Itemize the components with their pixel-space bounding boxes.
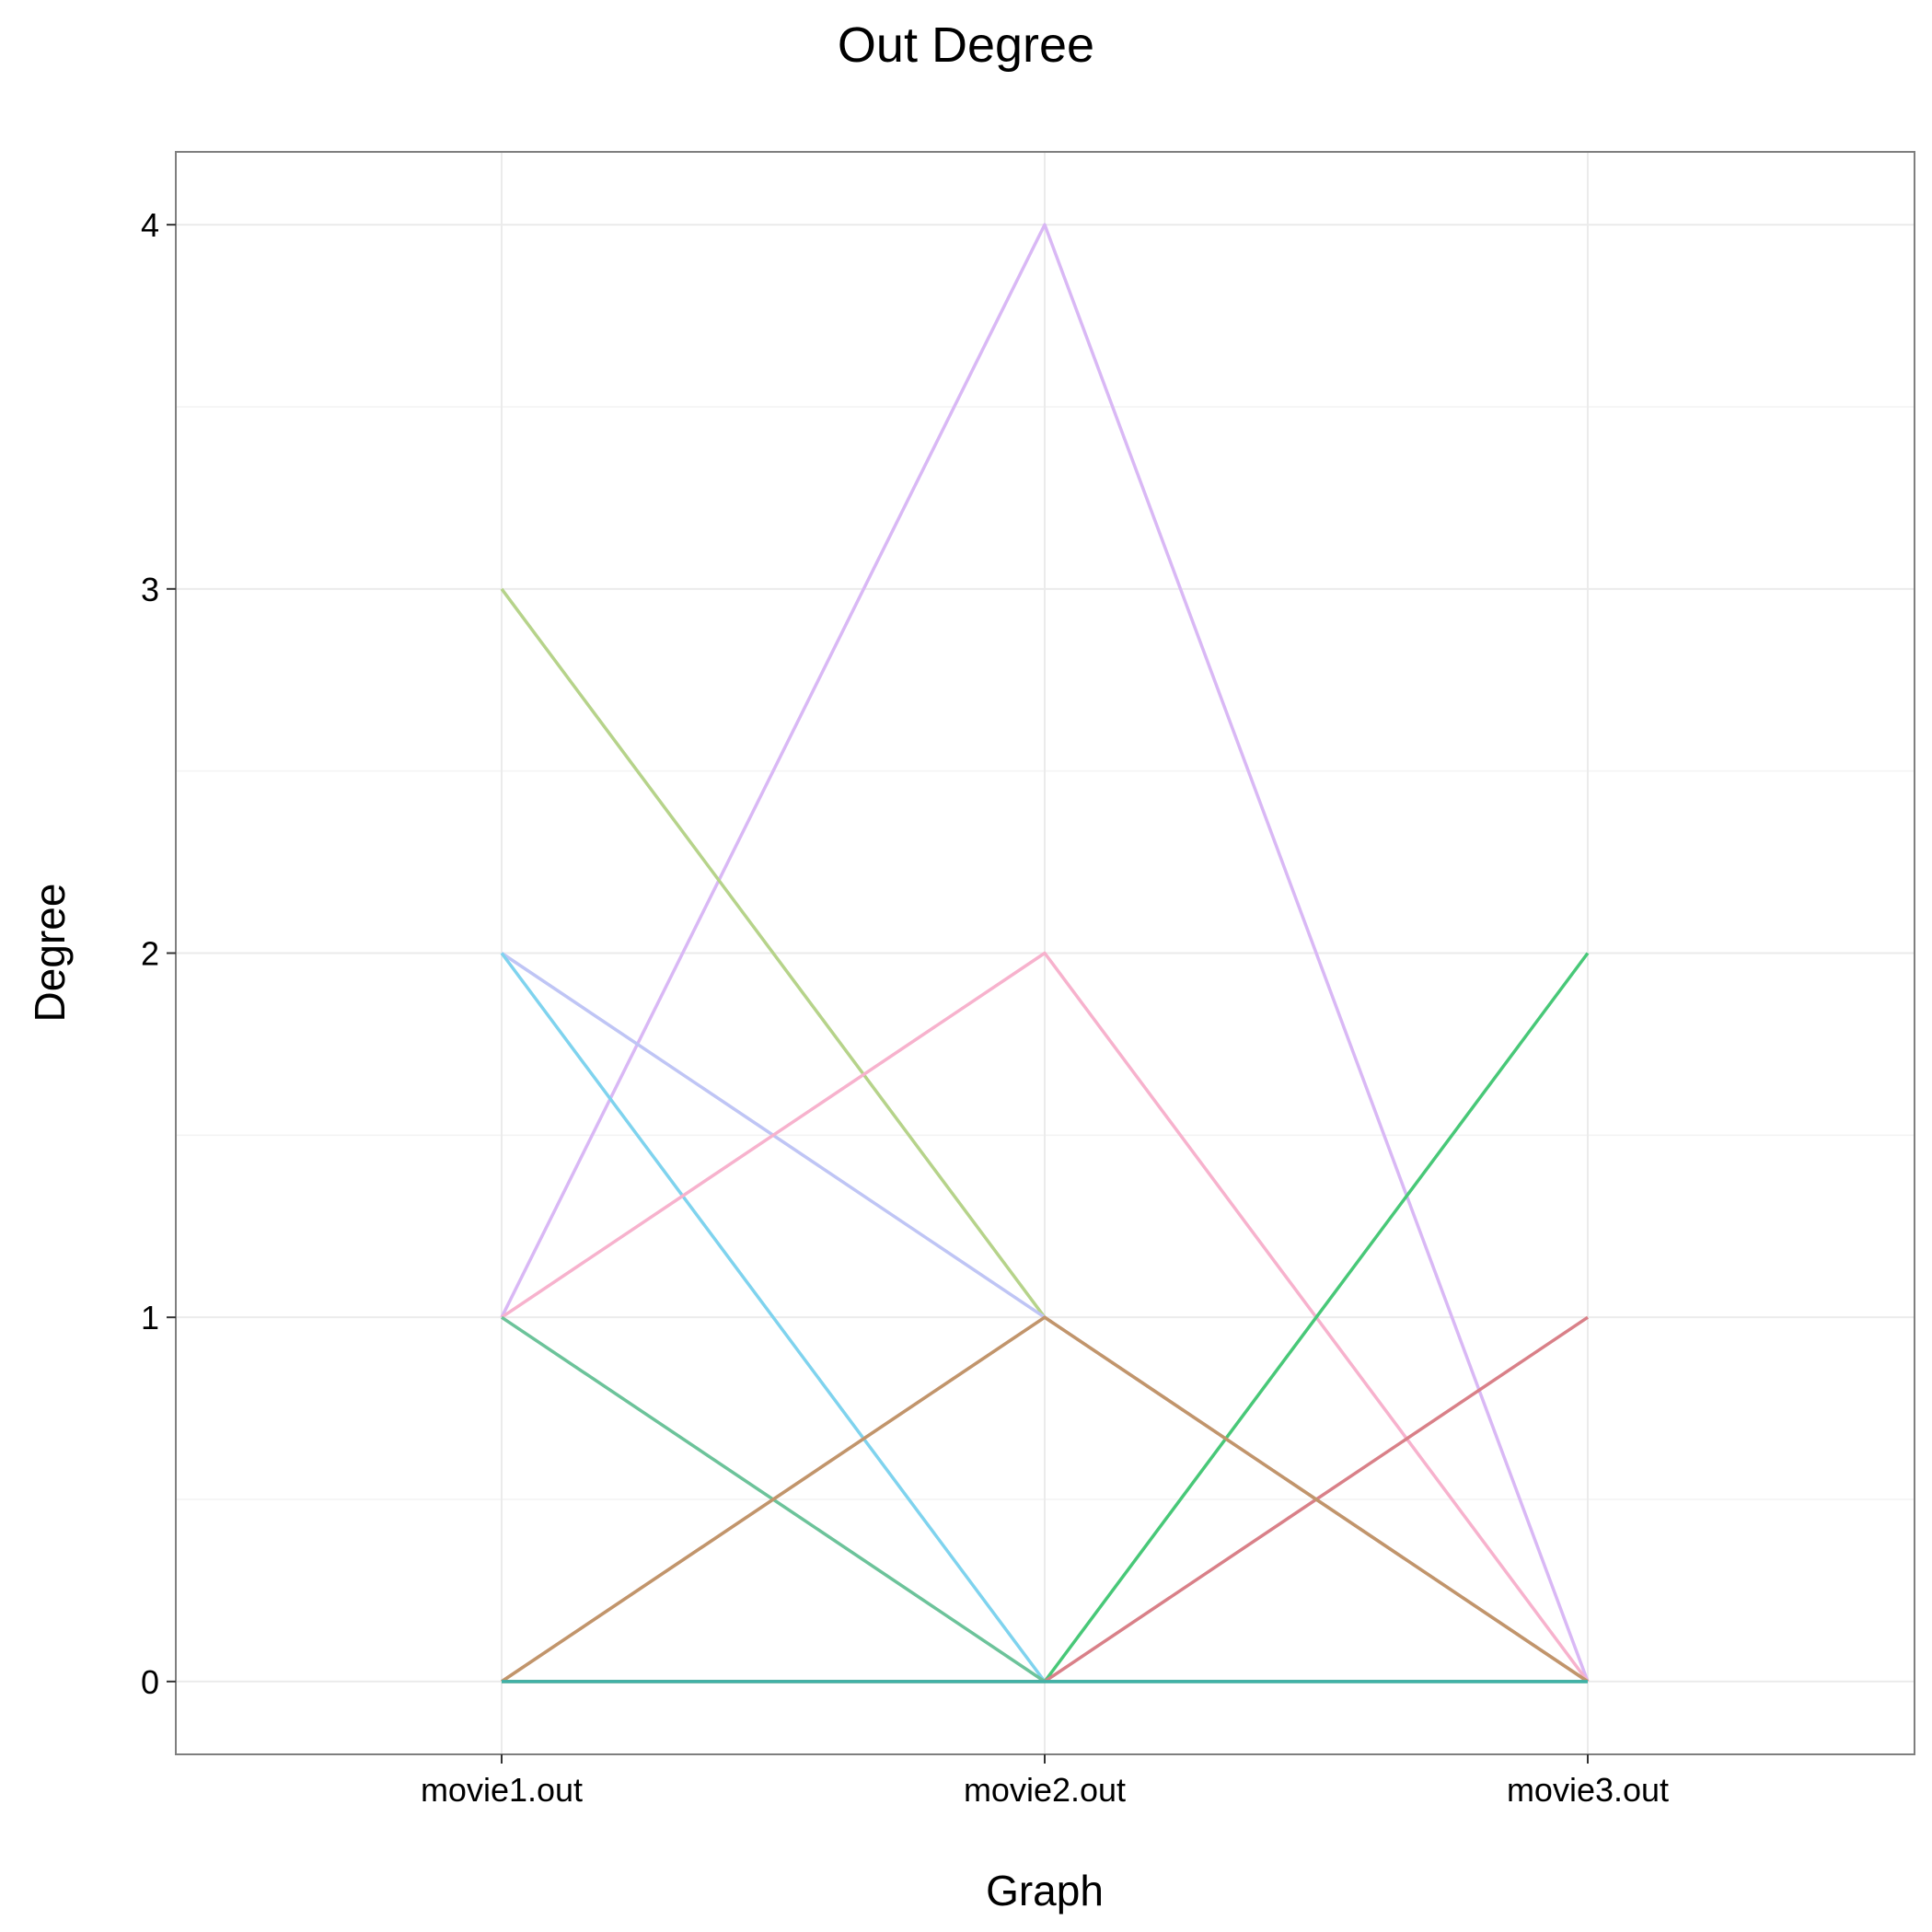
series-line-11 bbox=[501, 1315, 1589, 1683]
y-tick-label: 2 bbox=[141, 935, 159, 973]
x-axis-title: Graph bbox=[986, 1867, 1104, 1915]
y-axis-title: Degree bbox=[26, 884, 74, 1023]
y-tick-label: 1 bbox=[141, 1299, 159, 1336]
x-tick-label: movie1.out bbox=[421, 1771, 583, 1809]
x-tick-label: movie2.out bbox=[964, 1771, 1126, 1809]
y-tick-label: 0 bbox=[141, 1663, 159, 1701]
series-lines bbox=[500, 223, 1590, 1683]
y-tick-label: 4 bbox=[141, 206, 159, 244]
chart-title: Out Degree bbox=[837, 17, 1095, 73]
axes: 0 1 2 3 4 movie1.out movie2.out movie3.out bbox=[141, 206, 1669, 1809]
y-tick-label: 3 bbox=[141, 571, 159, 608]
x-tick-label: movie3.out bbox=[1507, 1771, 1669, 1809]
